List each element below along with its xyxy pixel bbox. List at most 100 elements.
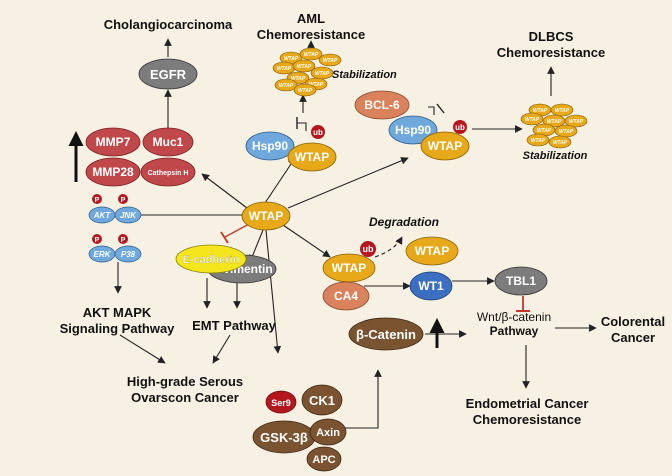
edge-wtap-gsk3b (265, 229, 282, 354)
inhibit-bar-dlbcs (436, 103, 445, 114)
node-hsp90-aml[interactable]: Hsp90 (245, 131, 295, 161)
node-mmp7[interactable]: MMP7 (85, 127, 141, 157)
label-akt-mapk: AKT MAPK Signaling Pathway (52, 305, 182, 336)
wtap-small-ellipse (520, 112, 544, 126)
node-wtap-aml[interactable]: WTAP (287, 142, 337, 172)
node-bcl6[interactable]: BCL-6 (354, 90, 410, 120)
wtap-small-label: WTAP (323, 58, 338, 64)
tbl1-label: TBL1 (506, 274, 536, 288)
wtap-small-ellipse (526, 133, 550, 147)
node-apc[interactable]: APC (306, 446, 342, 472)
label-emt: EMT Pathway (192, 318, 276, 333)
node-tbl1[interactable]: TBL1 (494, 266, 548, 296)
label-dlbcs: DLBCS Chemoresistance (486, 29, 616, 60)
ck1-label: CK1 (309, 393, 335, 408)
bcl6-label: BCL-6 (364, 98, 400, 112)
ub-aml-label: ub (313, 128, 323, 137)
ub-aml-icon: ub (311, 125, 325, 139)
wtap-small-label: WTAP (297, 64, 312, 70)
node-ser9[interactable]: Ser9 (265, 390, 297, 414)
node-egfr[interactable]: EGFR (138, 58, 198, 90)
node-ca4[interactable]: CA4 (322, 281, 370, 311)
node-cathepsin-h[interactable]: Cathepsin H (140, 157, 196, 187)
node-gsk3b[interactable]: GSK-3β (252, 420, 316, 454)
label-dlbcs-line2: Chemoresistance (496, 44, 606, 60)
muc1-label: Muc1 (153, 135, 184, 149)
phospho-akt-icon (92, 194, 102, 204)
node-jnk[interactable]: JNK P (114, 194, 142, 224)
node-erk[interactable]: ERK P (88, 234, 116, 263)
wtap-small-label: WTAP (304, 52, 319, 58)
label-ovarian: High-grade Serous Ovarscon Cancer (100, 374, 270, 405)
label-cholangiocarcinoma: Cholangiocarcinoma (103, 17, 233, 32)
ub-degradation-label: ub (363, 244, 374, 254)
edge-wtap-cathepsin (201, 173, 248, 209)
ub-dlbcs-label: ub (455, 123, 465, 132)
node-muc1[interactable]: Muc1 (142, 127, 194, 157)
beta-catenin-label: β-Catenin (356, 327, 416, 342)
node-axin[interactable]: Axin (309, 418, 347, 446)
wtap-degraded-label: WTAP (415, 244, 449, 258)
wtap-small-label: WTAP (531, 138, 546, 144)
node-wtap-center[interactable]: WTAP (241, 201, 291, 231)
wtap-small-label: WTAP (279, 83, 294, 89)
erk-label: ERK (94, 250, 112, 259)
wtap-small-label: WTAP (569, 119, 584, 125)
label-endometrial-line2: Chemoresistance (472, 411, 582, 427)
ub-degradation-icon: ub (360, 241, 376, 257)
phospho-erk-label: P (95, 237, 100, 244)
wtap-center-label: WTAP (249, 209, 283, 223)
node-akt[interactable]: AKT P (88, 194, 116, 224)
wtap-small-ellipse (274, 78, 298, 92)
edge-wtap-hsp90 (264, 157, 296, 204)
label-degradation: Degradation (368, 215, 439, 229)
ca4-label: CA4 (334, 289, 358, 303)
label-dlbcs-line1: DLBCS (528, 29, 574, 44)
node-beta-catenin[interactable]: β-Catenin (348, 317, 424, 351)
label-aml: AML Chemoresistance (241, 11, 381, 42)
edge-gsk-betacatenin (345, 369, 382, 429)
wtap-small-label: WTAP (277, 66, 292, 72)
gsk3b-label: GSK-3β (260, 430, 308, 445)
axin-label: Axin (316, 427, 340, 439)
phospho-p38-icon (118, 234, 128, 244)
inhibition-edges (220, 103, 530, 312)
p38-label: P38 (121, 250, 136, 259)
mmp7-label: MMP7 (96, 135, 131, 149)
inhibit-bar-ecadherin (220, 231, 229, 244)
phospho-jnk-label: P (121, 197, 126, 204)
wt1-label: WT1 (418, 279, 444, 293)
wtap-small-ellipse (318, 53, 342, 67)
edge-wtap-dlbcs-hsp90 (287, 157, 409, 209)
node-wtap-degradation[interactable]: WTAP (322, 253, 376, 283)
edge-wtap-ca4 (282, 224, 331, 258)
wtap-small-label: WTAP (291, 76, 306, 82)
inhibit-wtap-ecadherin (224, 223, 250, 238)
node-wt1[interactable]: WT1 (409, 271, 453, 301)
node-mmp28[interactable]: MMP28 (85, 157, 141, 187)
label-wnt: Wnt/β-catenin Pathway (466, 310, 562, 339)
label-stabilization-dlbcs: Stabilization (522, 150, 588, 162)
node-ck1[interactable]: CK1 (301, 384, 343, 416)
node-p38[interactable]: P38 P (114, 234, 142, 263)
wtap-small-label: WTAP (559, 129, 574, 135)
edge-akt-ovarian (119, 334, 166, 364)
node-hsp90-dlbcs[interactable]: Hsp90 (388, 115, 438, 145)
hsp90-dlbcs-label: Hsp90 (395, 123, 431, 137)
wtap-small-label: WTAP (315, 71, 330, 77)
node-wtap-degraded[interactable]: WTAP (405, 236, 459, 266)
apc-label: APC (312, 454, 335, 466)
wtap-small-label: WTAP (553, 140, 568, 146)
wtap-dlbcs-label: WTAP (428, 139, 462, 153)
ub-dlbcs-icon: ub (453, 120, 467, 134)
wtap-small-label: WTAP (555, 108, 570, 114)
node-ecadherin[interactable]: E-cadherin (175, 244, 247, 274)
node-wtap-dlbcs[interactable]: WTAP (420, 131, 470, 161)
wtap-aml-label: WTAP (295, 150, 329, 164)
label-stabilization-aml: Stabilization (332, 69, 397, 81)
akt-label: AKT (93, 211, 112, 220)
